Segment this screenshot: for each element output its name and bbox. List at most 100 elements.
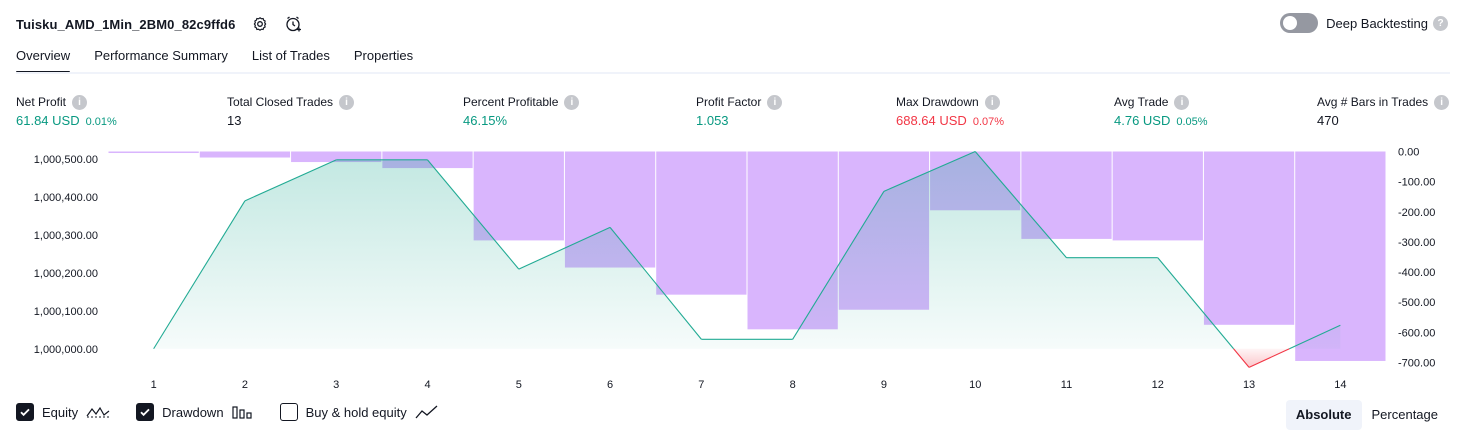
absolute-button[interactable]: Absolute: [1285, 400, 1362, 430]
x-axis-tick: 4: [424, 379, 430, 391]
right-axis-tick: -500.00: [1398, 297, 1435, 309]
stat-value: 688.64 USD: [896, 113, 967, 128]
chart-legend: Equity Drawdown Buy & hold equity: [16, 403, 465, 421]
stat-value: 46.15%: [463, 113, 508, 128]
legend-equity[interactable]: Equity: [16, 403, 110, 421]
deep-backtesting-label: Deep Backtesting: [1326, 15, 1428, 31]
stats-row: Net Profit i 61.84 USD 0.01% Total Closed …: [0, 93, 1466, 133]
right-axis-tick: -700.00: [1398, 357, 1435, 369]
left-axis-tick: 1,000,100.00: [34, 306, 98, 318]
x-axis-tick: 7: [698, 379, 704, 391]
stat-net-profit: Net Profit i 61.84 USD 0.01%: [16, 93, 117, 128]
tab-performance-summary[interactable]: Performance Summary: [94, 48, 228, 63]
equity-line-segment: [244, 159, 337, 202]
add-alert-clock-icon[interactable]: [285, 15, 303, 33]
x-axis-tick: 11: [1061, 379, 1072, 391]
legend-label: Drawdown: [162, 404, 224, 420]
equity-line-segment: [518, 226, 611, 270]
stat-avg-bars-in-trades: Avg # Bars in Trades i 470: [1317, 93, 1450, 128]
info-icon[interactable]: i: [1174, 94, 1190, 110]
equity-line-segment: [883, 151, 976, 192]
info-icon[interactable]: i: [767, 94, 783, 110]
drawdown-bar-7: [656, 151, 747, 295]
deep-backtesting-control: Deep Backtesting ?: [1280, 13, 1448, 33]
drawdown-bar-12: [1112, 151, 1203, 241]
report-tabs: Overview Performance Summary List of Tra…: [16, 46, 437, 74]
equity-series: [153, 151, 1341, 368]
help-icon[interactable]: ?: [1433, 15, 1448, 31]
equity-line-segment: [792, 191, 885, 340]
stat-profit-factor: Profit Factor i 1.053: [696, 93, 783, 128]
equity-drawdown-chart[interactable]: 1,000,500.00 1,000,400.00 1,000,300.00 1,00…: [0, 140, 1466, 396]
equity-checkbox[interactable]: [16, 403, 34, 421]
x-axis: 1 2 3 4 5 6 7 8 9 10 11 12 13 14: [151, 379, 1347, 391]
equity-line-segment: [1233, 348, 1250, 368]
legend-label: Equity: [42, 404, 79, 420]
right-axis-tick: 0.00: [1398, 147, 1419, 159]
info-icon[interactable]: i: [984, 94, 1000, 110]
info-icon[interactable]: i: [1434, 94, 1450, 110]
stat-percent: 0.07%: [972, 116, 1005, 128]
right-axis-tick: -300.00: [1398, 237, 1435, 249]
stat-percent: 0.05%: [1176, 116, 1208, 128]
stat-label: Percent Profitable: [463, 95, 559, 109]
equity-line-icon: [86, 405, 110, 419]
toggle-knob: [1283, 16, 1298, 30]
x-axis-tick: 2: [242, 379, 248, 391]
legend-drawdown[interactable]: Drawdown: [136, 403, 253, 421]
drawdown-bar-5: [473, 151, 564, 241]
stat-avg-trade: Avg Trade i 4.76 USD 0.05%: [1114, 93, 1208, 128]
x-axis-tick: 10: [969, 379, 981, 391]
right-axis-tick: -100.00: [1398, 177, 1435, 189]
stat-max-drawdown: Max Drawdown i 688.64 USD 0.07%: [896, 93, 1004, 128]
stat-percent: 0.01%: [85, 116, 117, 128]
stat-label: Profit Factor: [696, 95, 762, 109]
drawdown-checkbox[interactable]: [136, 403, 155, 421]
stat-label: Total Closed Trades: [227, 95, 334, 109]
deep-backtesting-toggle[interactable]: [1280, 13, 1319, 33]
stat-label: Avg Trade: [1114, 95, 1169, 109]
tab-list-of-trades[interactable]: List of Trades: [251, 48, 330, 63]
legend-buy-hold-equity[interactable]: Buy & hold equity: [279, 403, 439, 421]
stat-value: 1.053: [696, 113, 729, 128]
strategy-title: Tuisku_AMD_1Min_2BM0_82c9ffd6: [16, 16, 236, 32]
left-axis-tick: 1,000,400.00: [34, 192, 98, 204]
x-axis-tick: 12: [1152, 379, 1164, 391]
value-mode-switch: Absolute Percentage: [1285, 400, 1448, 430]
left-axis-tick: 1,000,200.00: [34, 268, 98, 280]
right-axis: 0.00 -100.00 -200.00 -300.00 -400.00 -500.00 -…: [1398, 147, 1435, 370]
buy-hold-checkbox[interactable]: [279, 403, 298, 421]
drawdown-bar-3: [291, 151, 382, 163]
x-axis-tick: 5: [516, 379, 522, 391]
info-icon[interactable]: i: [72, 94, 88, 110]
legend-label: Buy & hold equity: [305, 404, 407, 420]
x-axis-tick: 1: [151, 379, 157, 391]
settings-gear-icon[interactable]: [251, 15, 269, 33]
right-axis-tick: -600.00: [1398, 327, 1435, 339]
equity-line-segment: [427, 159, 520, 270]
left-axis-tick: 1,000,000.00: [34, 344, 98, 356]
drawdown-bars-icon: [231, 405, 254, 419]
percentage-button[interactable]: Percentage: [1371, 407, 1439, 422]
right-axis-tick: -200.00: [1398, 207, 1435, 219]
tab-overview[interactable]: Overview: [16, 46, 71, 74]
stat-label: Max Drawdown: [896, 95, 979, 109]
right-axis-tick: -400.00: [1398, 267, 1435, 279]
tab-properties[interactable]: Properties: [353, 48, 414, 63]
equity-line-segment: [1157, 257, 1235, 350]
equity-line-segment: [1248, 348, 1290, 368]
x-axis-tick: 3: [333, 379, 339, 391]
x-axis-tick: 9: [881, 379, 887, 391]
info-icon[interactable]: i: [564, 94, 580, 110]
stat-label: Avg # Bars in Trades: [1317, 95, 1429, 109]
drawdown-bar-2: [199, 151, 291, 158]
stat-percent-profitable: Percent Profitable i 46.15%: [463, 93, 580, 128]
stat-value: 61.84 USD: [16, 113, 80, 128]
equity-line-segment: [153, 200, 246, 350]
stat-total-closed-trades: Total Closed Trades i 13: [227, 93, 355, 128]
left-axis: 1,000,500.00 1,000,400.00 1,000,300.00 1,00…: [34, 154, 98, 356]
report-header: Tuisku_AMD_1Min_2BM0_82c9ffd6: [16, 12, 303, 36]
info-icon[interactable]: i: [339, 94, 355, 110]
equity-line-segment: [1289, 324, 1341, 350]
drawdown-bar-13: [1203, 151, 1295, 325]
